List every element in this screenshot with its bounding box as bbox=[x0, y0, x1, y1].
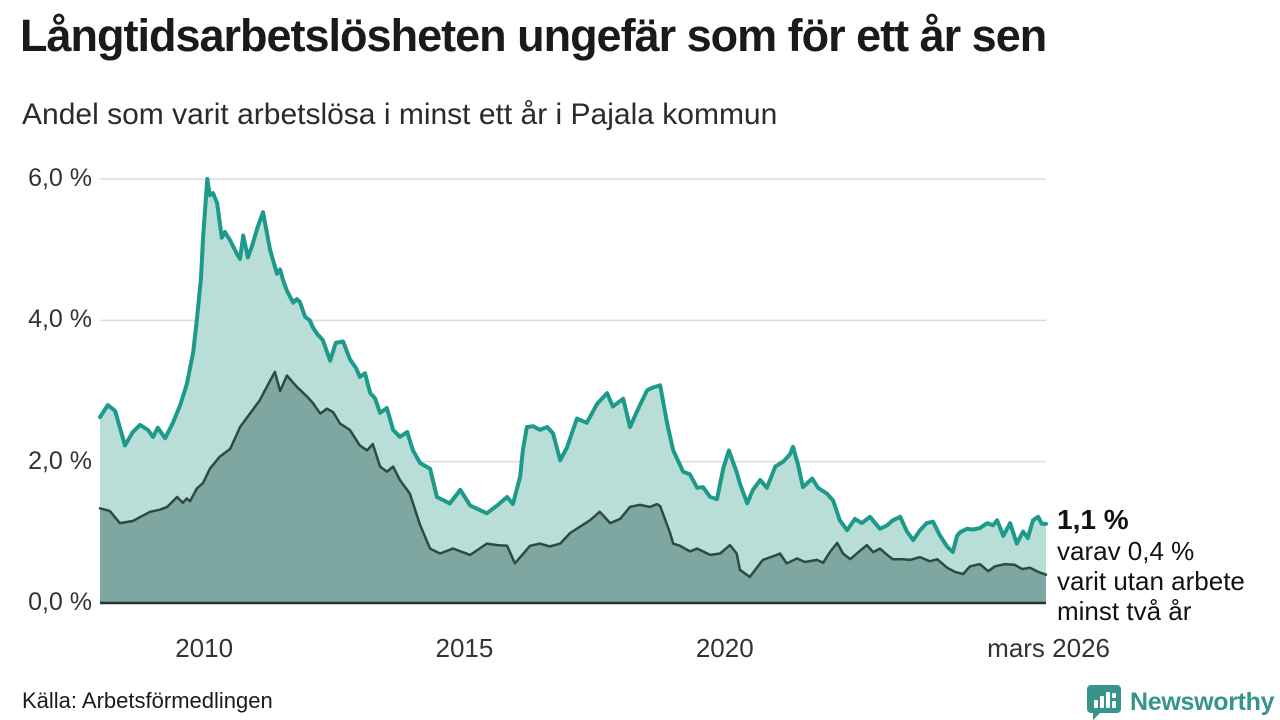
x-tick-label: 2015 bbox=[435, 633, 494, 663]
newsworthy-logo: Newsworthy bbox=[1086, 684, 1275, 720]
y-tick-label: 4,0 % bbox=[28, 305, 92, 334]
y-tick-label: 6,0 % bbox=[28, 164, 92, 192]
page-title: Långtidsarbetslösheten ungefär som för e… bbox=[20, 10, 1047, 61]
latest-value-annotation: 1,1 % varav 0,4 % varit utan arbete mins… bbox=[1057, 504, 1245, 626]
y-tick-label: 2,0 % bbox=[28, 446, 92, 475]
x-axis-end-label: mars 2026 bbox=[987, 633, 1110, 663]
newsworthy-logo-text: Newsworthy bbox=[1130, 687, 1275, 716]
x-tick-label: 2020 bbox=[695, 633, 754, 663]
series-area-1 bbox=[100, 179, 1046, 603]
newsworthy-logo-icon bbox=[1087, 685, 1121, 720]
annotation-line-1: varav 0,4 % bbox=[1057, 536, 1195, 566]
x-tick-label: 2010 bbox=[175, 633, 234, 663]
annotation-line-3: minst två år bbox=[1057, 596, 1192, 626]
series-line-1 bbox=[98, 177, 1048, 555]
latest-value: 1,1 % bbox=[1057, 504, 1129, 535]
series-area-2 bbox=[100, 371, 1046, 603]
y-tick-label: 0,0 % bbox=[28, 588, 92, 616]
page-subtitle: Andel som varit arbetslösa i minst ett å… bbox=[22, 98, 778, 131]
series-line-2 bbox=[98, 370, 1048, 579]
annotation-line-2: varit utan arbete bbox=[1057, 566, 1245, 596]
source-credit: Källa: Arbetsförmedlingen bbox=[22, 688, 273, 713]
